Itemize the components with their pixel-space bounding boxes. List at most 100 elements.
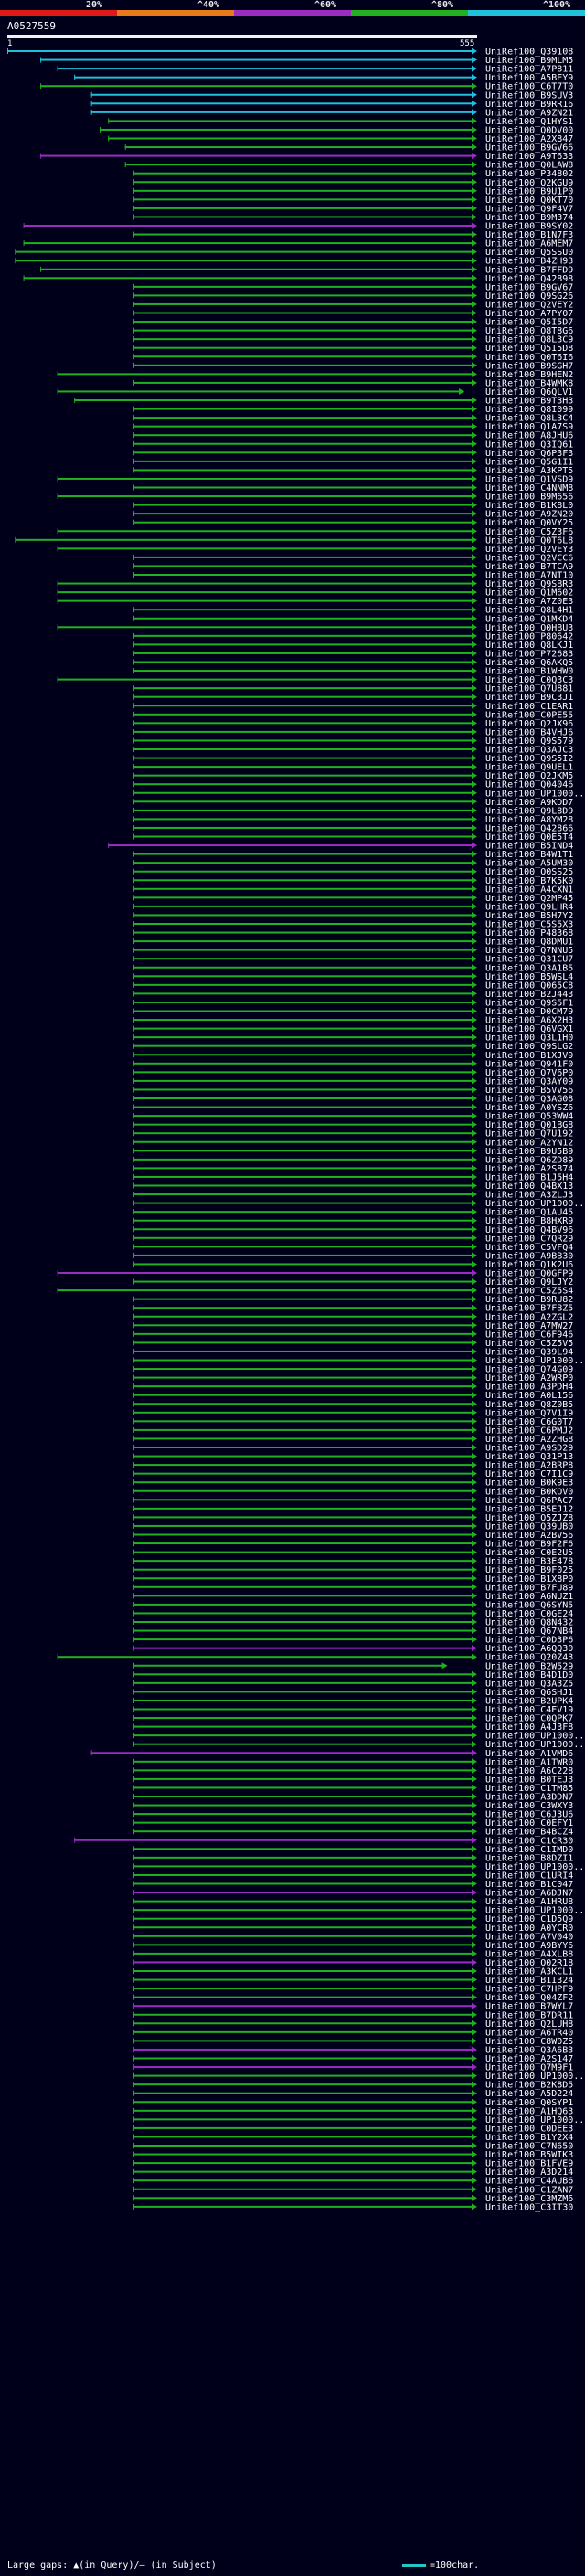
hit-label[interactable]: UniRef100_Q0SYP1 — [485, 2098, 573, 2108]
hit-bar[interactable] — [23, 242, 473, 245]
hit-label[interactable]: UniRef100_B9GV66 — [485, 143, 573, 154]
hit-label[interactable]: UniRef100_A8YM28 — [485, 815, 573, 825]
hit-bar[interactable] — [133, 1699, 473, 1701]
hit-bar[interactable] — [40, 268, 473, 270]
hit-bar[interactable] — [133, 1019, 473, 1022]
hit-label[interactable]: UniRef100_C1ZAN7 — [485, 2185, 573, 2195]
hit-label[interactable]: UniRef100_Q7U192 — [485, 1129, 573, 1140]
hit-label[interactable]: UniRef100_B0TEJ3 — [485, 1775, 573, 1785]
hit-bar[interactable] — [133, 983, 473, 986]
hit-bar[interactable] — [133, 1769, 473, 1772]
hit-label[interactable]: UniRef100_A9BYY6 — [485, 1941, 573, 1951]
hit-bar[interactable] — [133, 1961, 473, 1964]
hit-label[interactable]: UniRef100_B7TCA9 — [485, 562, 573, 572]
hit-bar[interactable] — [133, 1332, 473, 1335]
hit-bar[interactable] — [133, 2197, 473, 2200]
hit-label[interactable]: UniRef100_Q0T6L8 — [485, 535, 573, 546]
hit-bar[interactable] — [133, 1027, 473, 1030]
hit-bar[interactable] — [133, 329, 473, 332]
hit-label[interactable]: UniRef100_B4W1T1 — [485, 850, 573, 860]
hit-bar[interactable] — [133, 992, 473, 995]
hit-bar[interactable] — [133, 1385, 473, 1388]
hit-bar[interactable] — [133, 285, 473, 288]
hit-bar[interactable] — [133, 1533, 473, 1536]
hit-bar[interactable] — [133, 181, 473, 184]
hit-bar[interactable] — [108, 120, 473, 122]
hit-bar[interactable] — [133, 321, 473, 323]
hit-label[interactable]: UniRef100_A5BEY9 — [485, 73, 573, 83]
hit-bar[interactable] — [133, 896, 473, 899]
hit-label[interactable]: UniRef100_B9F025 — [485, 1565, 573, 1575]
hit-bar[interactable] — [15, 250, 473, 253]
hit-bar[interactable] — [133, 835, 473, 838]
hit-label[interactable]: UniRef100_B2K8D5 — [485, 2081, 573, 2091]
hit-label[interactable]: UniRef100_Q8T8G6 — [485, 326, 573, 336]
hit-label[interactable]: UniRef100_Q04ZF2 — [485, 1993, 573, 2003]
hit-bar[interactable] — [133, 1079, 473, 1082]
hit-bar[interactable] — [108, 137, 473, 140]
hit-label[interactable]: UniRef100_A6MEM7 — [485, 239, 573, 249]
hit-label[interactable]: UniRef100_C7I1C9 — [485, 1469, 573, 1479]
hit-bar[interactable] — [133, 713, 473, 716]
hit-label[interactable]: UniRef100_Q9LJY2 — [485, 1277, 573, 1288]
hit-label[interactable]: UniRef100_A1HRU8 — [485, 1897, 573, 1907]
hit-label[interactable]: UniRef100_B7FFD9 — [485, 265, 573, 275]
hit-label[interactable]: UniRef100_Q1AU45 — [485, 1208, 573, 1218]
hit-bar[interactable] — [133, 2126, 473, 2129]
hit-label[interactable]: UniRef100_Q2VEY3 — [485, 545, 573, 555]
hit-bar[interactable] — [133, 1071, 473, 1074]
hit-label[interactable]: UniRef100_C1CR30 — [485, 1836, 573, 1846]
hit-label[interactable]: UniRef100_D0CM79 — [485, 1007, 573, 1017]
hit-label[interactable]: UniRef100_B9MLM5 — [485, 56, 573, 66]
hit-label[interactable]: UniRef100_A7PY07 — [485, 309, 573, 319]
hit-bar[interactable] — [133, 1001, 473, 1003]
hit-label[interactable]: UniRef100_A2S147 — [485, 2054, 573, 2064]
hit-label[interactable]: UniRef100_C1EAR1 — [485, 702, 573, 712]
hit-label[interactable]: UniRef100_Q8LKJ1 — [485, 641, 573, 651]
hit-bar[interactable] — [133, 687, 473, 690]
hit-bar[interactable] — [133, 1664, 443, 1667]
hit-label[interactable]: UniRef100_B8DZI1 — [485, 1853, 573, 1863]
hit-label[interactable]: UniRef100_C5Z3F6 — [485, 527, 573, 537]
hit-label[interactable]: UniRef100_Q6SYN5 — [485, 1600, 573, 1610]
hit-label[interactable]: UniRef100_B2W529 — [485, 1661, 573, 1671]
hit-label[interactable]: UniRef100_Q6VGX1 — [485, 1024, 573, 1034]
hit-bar[interactable] — [133, 1603, 473, 1606]
hit-label[interactable]: UniRef100_C1D5Q9 — [485, 1914, 573, 1924]
hit-label[interactable]: UniRef100_UP1000... — [485, 2115, 585, 2125]
hit-bar[interactable] — [133, 1952, 473, 1955]
hit-label[interactable]: UniRef100_B7WYL7 — [485, 2002, 573, 2012]
hit-bar[interactable] — [133, 346, 473, 349]
hit-bar[interactable] — [57, 477, 473, 480]
hit-label[interactable]: UniRef100_A9SD29 — [485, 1444, 573, 1454]
hit-bar[interactable] — [133, 1585, 473, 1588]
hit-label[interactable]: UniRef100_C7HPF9 — [485, 1985, 573, 1995]
hit-label[interactable]: UniRef100_Q2VEY2 — [485, 300, 573, 310]
hit-bar[interactable] — [90, 93, 473, 96]
hit-bar[interactable] — [133, 1376, 473, 1379]
hit-label[interactable]: UniRef100_B0K9E3 — [485, 1479, 573, 1489]
hit-bar[interactable] — [15, 260, 473, 262]
hit-label[interactable]: UniRef100_A2X847 — [485, 134, 573, 144]
hit-label[interactable]: UniRef100_Q3AG08 — [485, 1095, 573, 1105]
hit-label[interactable]: UniRef100_B9C3J1 — [485, 693, 573, 703]
hit-bar[interactable] — [133, 1873, 473, 1876]
hit-bar[interactable] — [133, 923, 473, 925]
hit-label[interactable]: UniRef100_A6NUZ1 — [485, 1592, 573, 1602]
hit-bar[interactable] — [133, 2179, 473, 2182]
hit-bar[interactable] — [133, 408, 473, 410]
hit-label[interactable]: UniRef100_B3E478 — [485, 1557, 573, 1567]
hit-bar[interactable] — [133, 198, 473, 201]
hit-bar[interactable] — [133, 312, 473, 314]
hit-label[interactable]: UniRef100_B9U1P0 — [485, 186, 573, 196]
hit-bar[interactable] — [133, 1743, 473, 1745]
hit-label[interactable]: UniRef100_Q065C8 — [485, 981, 573, 991]
hit-label[interactable]: UniRef100_B4WMK8 — [485, 378, 573, 388]
hit-label[interactable]: UniRef100_A7V040 — [485, 1932, 573, 1942]
hit-bar[interactable] — [133, 748, 473, 750]
hit-bar[interactable] — [133, 791, 473, 794]
hit-label[interactable]: UniRef100_B9RR16 — [485, 100, 573, 110]
hit-label[interactable]: UniRef100_Q6P3F3 — [485, 449, 573, 459]
hit-label[interactable]: UniRef100_Q39108 — [485, 48, 573, 58]
hit-label[interactable]: UniRef100_Q9S5I2 — [485, 754, 573, 764]
